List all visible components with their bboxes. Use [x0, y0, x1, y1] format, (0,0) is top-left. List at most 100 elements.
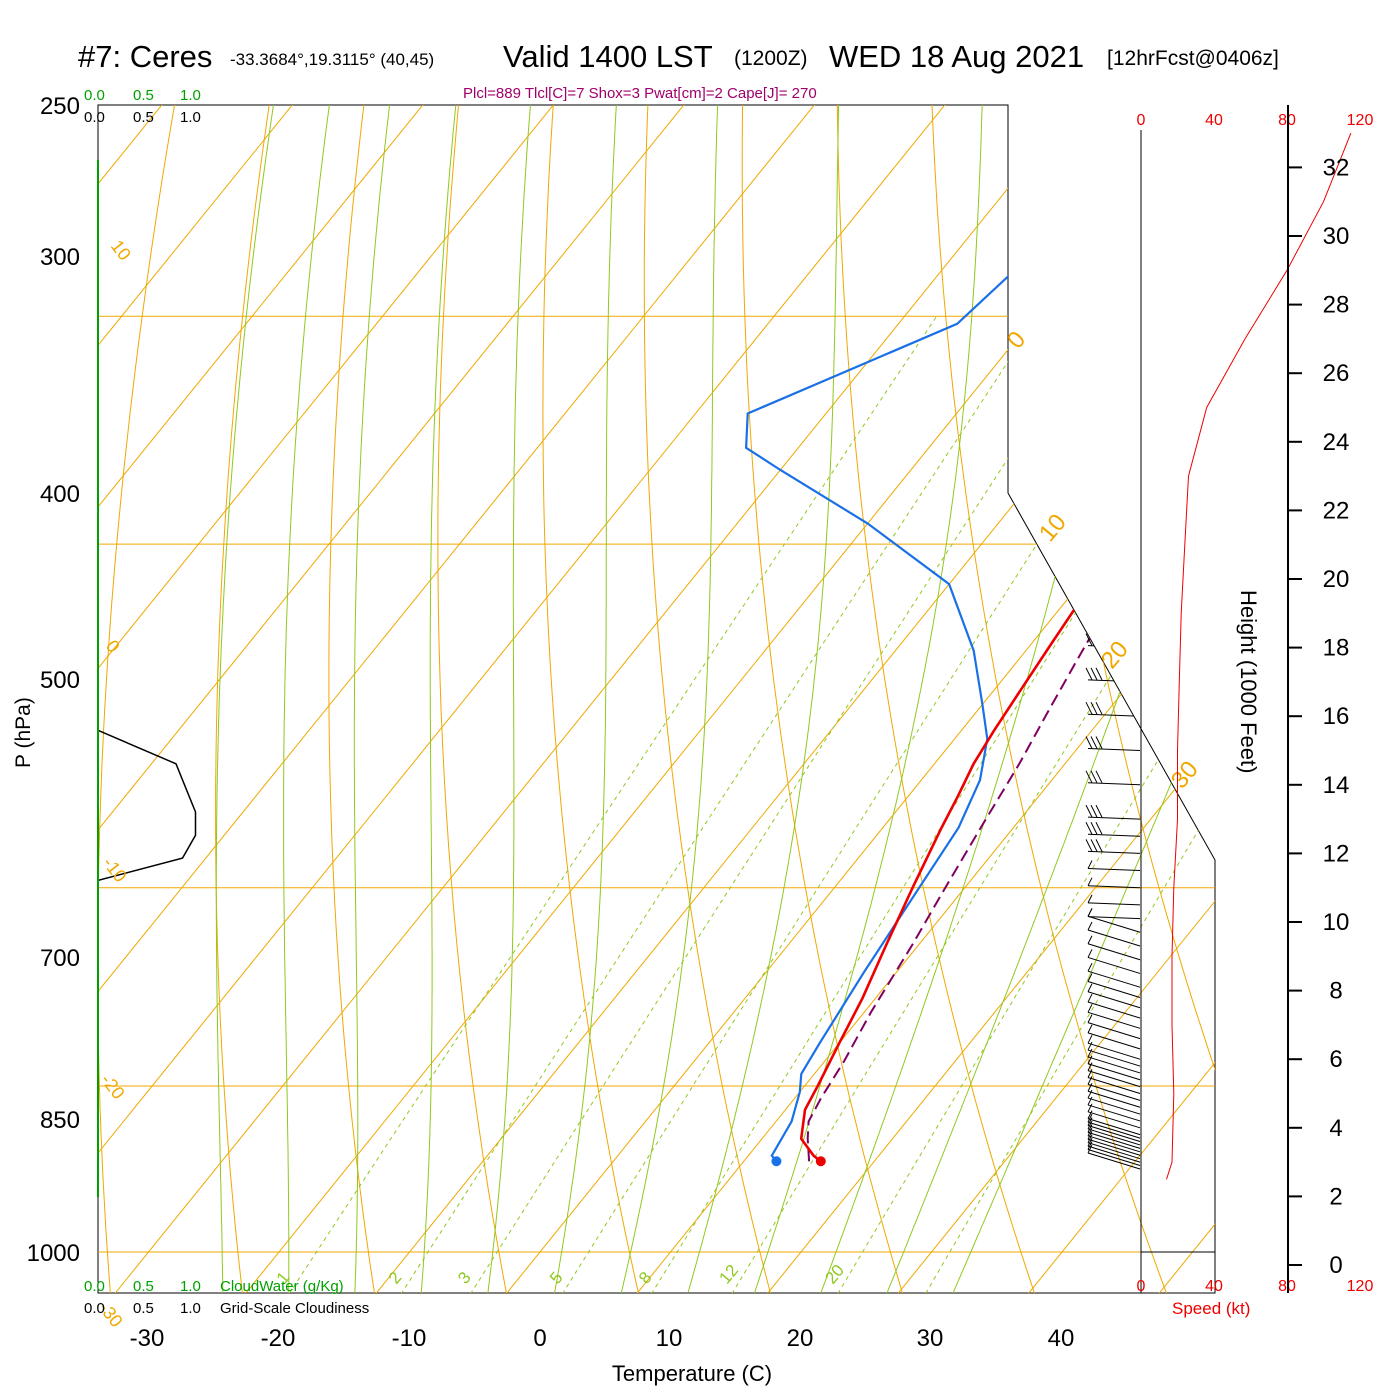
- wind-barb-feather: [1087, 962, 1093, 972]
- wind-barb-feather: [1087, 1055, 1093, 1065]
- wind-barb: [1087, 1048, 1141, 1074]
- isotherm--70: [98, 105, 805, 1293]
- wind-barb-feather: [1087, 993, 1093, 1003]
- wind-barb-feather: [1087, 1014, 1093, 1023]
- wind-barb: [1087, 973, 1141, 998]
- wind-barb: [1085, 599, 1141, 614]
- wind-barb: [1087, 1024, 1141, 1050]
- pressure-tick-500: 500: [40, 667, 80, 694]
- wind-barb: [1087, 1076, 1141, 1101]
- wind-barb-feather: [1095, 136, 1101, 150]
- wind-barb-shaft: [1087, 1111, 1141, 1129]
- valid-time: Valid 1400 LST: [503, 39, 713, 74]
- wind-barb-pennant: [1086, 239, 1094, 253]
- surface-dewpoint-dot: [771, 1156, 782, 1167]
- mixing-ratio-labels: 1 2 3 5 8 12 20: [273, 1261, 848, 1288]
- wind-barb: [1086, 136, 1141, 151]
- wind-barb-shaft: [1087, 970, 1141, 988]
- moist-adiabat-5: [548, 105, 644, 1293]
- wind-barb-feather: [1095, 736, 1103, 749]
- moist-adiabat--20: [215, 105, 329, 1293]
- pressure-tick-250: 250: [40, 93, 80, 120]
- wind-barb: [1087, 877, 1141, 889]
- wind-barb-feather: [1085, 822, 1093, 835]
- mixing-ratio-1: [270, 315, 938, 1293]
- height-tick-26: 26: [1323, 360, 1350, 387]
- wind-barb-shaft: [1087, 885, 1141, 889]
- wind-barb-shaft: [1087, 1125, 1141, 1142]
- wind-barb-feather: [1103, 359, 1109, 373]
- wind-barb-feather: [1087, 1103, 1093, 1113]
- pressure-tick-850: 850: [40, 1107, 80, 1134]
- wind-barb-shaft: [1087, 1138, 1141, 1156]
- wind-barb-feather: [1103, 187, 1109, 201]
- temp-tick-m20: -20: [261, 1325, 296, 1352]
- wind-barb-feather: [1087, 1110, 1093, 1119]
- wind-barb-feather: [1103, 290, 1109, 304]
- wind-barb-shaft: [1087, 1090, 1141, 1108]
- wind-barb-feather: [1099, 187, 1105, 201]
- wind-barb-feather: [1095, 667, 1103, 681]
- wind-barb-shaft: [1087, 816, 1141, 820]
- wind-barb: [1087, 894, 1141, 906]
- wind-barb-feather: [1087, 1082, 1093, 1092]
- moist-adiabat-15: [679, 105, 852, 1293]
- wind-barb: [1085, 701, 1141, 717]
- dry-adiabat-250: [215, 105, 324, 1293]
- wind-barb: [1087, 1134, 1141, 1160]
- temp-tick-0: 0: [533, 1325, 546, 1352]
- wind-barb-shaft: [1087, 1118, 1141, 1136]
- wind-barb-pennant: [1086, 410, 1094, 424]
- wind-barb-feather: [1087, 1141, 1093, 1150]
- wind-barb-feather: [1087, 860, 1093, 869]
- wind-barb-feather: [1087, 894, 1093, 904]
- speed-tick-40-bottom: 40: [1205, 1278, 1223, 1295]
- wind-barb-feather: [1085, 599, 1093, 612]
- height-tick-2: 2: [1329, 1183, 1342, 1210]
- moist-adiabat-20: [744, 105, 992, 1293]
- wind-barb-feather: [1103, 136, 1109, 150]
- dry-adiabat-310: [836, 105, 1045, 1293]
- wind-barb-shaft: [1087, 1032, 1141, 1050]
- isotherm--20: [222, 105, 1215, 1293]
- wind-barb-feather: [1087, 908, 1093, 917]
- wind-barb-feather: [1087, 921, 1093, 931]
- isotherm-0: [483, 105, 1215, 1293]
- isotherm--40: [98, 105, 1197, 1293]
- wind-barb-feather: [1099, 496, 1105, 510]
- height-tick-0: 0: [1329, 1252, 1342, 1279]
- wind-barb-shaft: [1087, 902, 1141, 906]
- wind-barb: [1087, 1131, 1141, 1156]
- height-tick-6: 6: [1329, 1046, 1342, 1073]
- wind-barb-shaft: [1087, 943, 1141, 961]
- mixing-ratio-8: [634, 315, 1215, 1293]
- valid-date: WED 18 Aug 2021: [829, 39, 1084, 74]
- wind-barb-pennant: [1086, 187, 1094, 201]
- wind-barb-feather: [1085, 633, 1093, 646]
- wind-barb: [1087, 1069, 1141, 1094]
- wind-barb-feather: [1087, 1113, 1093, 1123]
- wind-barb-feather: [1095, 187, 1101, 201]
- wind-barb-feather: [1090, 599, 1098, 612]
- wind-barb: [1086, 239, 1141, 254]
- wind-barb: [1087, 935, 1141, 961]
- cloudiness-label: Grid-Scale Cloudiness: [220, 1300, 369, 1317]
- mixing-ratio-5: [544, 315, 1184, 1293]
- wind-barb: [1086, 461, 1141, 477]
- temperature-line: [799, 105, 1215, 1163]
- wind-barb: [1086, 359, 1141, 374]
- wind-barb: [1085, 804, 1141, 820]
- wind-barb-feather: [1087, 973, 1093, 982]
- cloudiness-line: [98, 729, 197, 882]
- isotherm-label-right-1: 10: [1034, 509, 1072, 547]
- moist-adiabat-30: [875, 105, 1215, 1293]
- speed-tick-0-top: 0: [1137, 112, 1146, 129]
- wind-barb-feather: [1090, 822, 1098, 835]
- wind-barb-feather: [1087, 1124, 1093, 1133]
- moist-adiabat-0: [483, 105, 565, 1293]
- wind-barb-feather: [1099, 136, 1105, 150]
- wind-barb-feather: [1090, 633, 1098, 646]
- wind-barb-feather: [1087, 1024, 1093, 1034]
- wind-barb-feather: [1087, 949, 1093, 958]
